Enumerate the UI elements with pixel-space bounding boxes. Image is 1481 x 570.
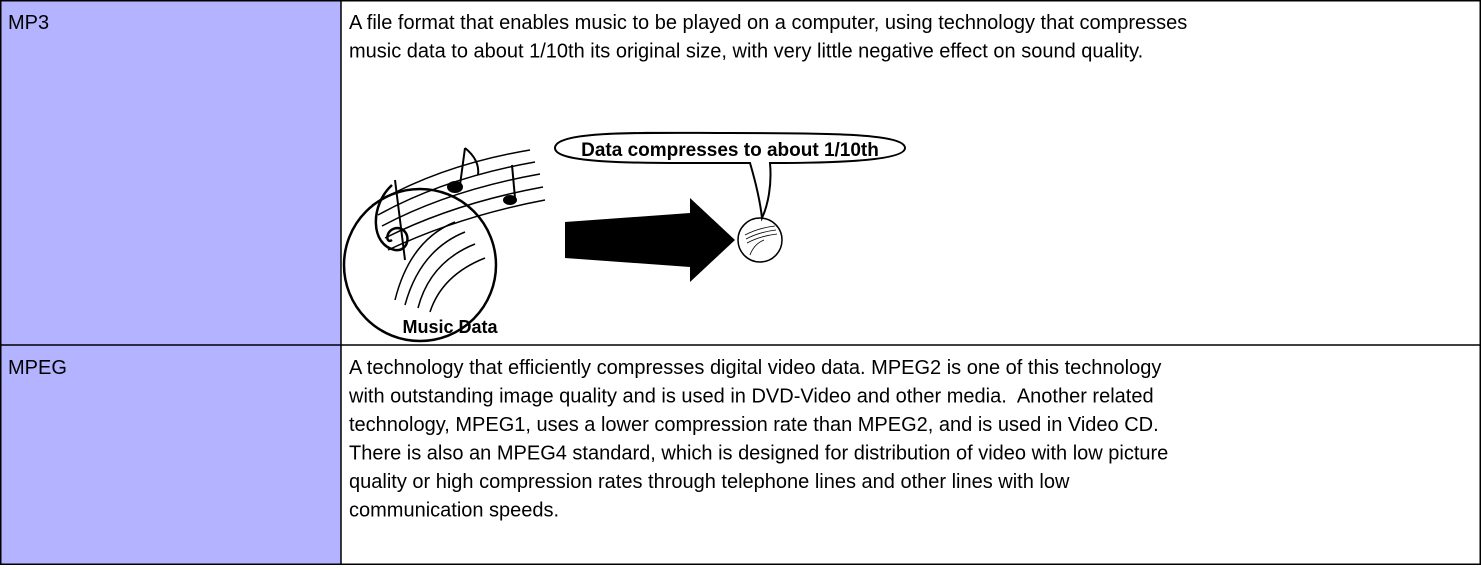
description-line: quality or high compression rates throug… [349, 471, 1070, 493]
description: A file format that enables music to be p… [349, 12, 1187, 63]
callout-text: Data compresses to about 1/10th [581, 140, 879, 161]
music-disc [342, 187, 498, 343]
caption: Music Data [402, 317, 498, 337]
illustration: Data compresses to about 1/10th Music Da… [342, 131, 907, 343]
term-column [0, 0, 341, 565]
term: MPEG [8, 357, 67, 379]
description-line: There is also an MPEG4 standard, which i… [349, 443, 1168, 465]
mini-staff [744, 225, 778, 256]
description-line: music data to about 1/10th its original … [349, 41, 1143, 63]
description-line: with outstanding image quality and is us… [348, 386, 1154, 408]
note-head [503, 195, 517, 205]
description-line: communication speeds. [349, 500, 559, 522]
music-staff [371, 147, 546, 313]
description-line: A technology that efficiently compresses… [349, 357, 1161, 379]
compressed-disc [737, 217, 783, 263]
description: A technology that efficiently compresses… [348, 357, 1168, 522]
description-column [341, 0, 1481, 565]
compress-arrow [565, 198, 735, 282]
description-line: A file format that enables music to be p… [349, 12, 1187, 34]
term: MP3 [8, 12, 49, 34]
note-head [447, 181, 463, 193]
description-line: technology, MPEG1, uses a lower compress… [349, 414, 1159, 436]
callout-bubble [553, 131, 907, 222]
